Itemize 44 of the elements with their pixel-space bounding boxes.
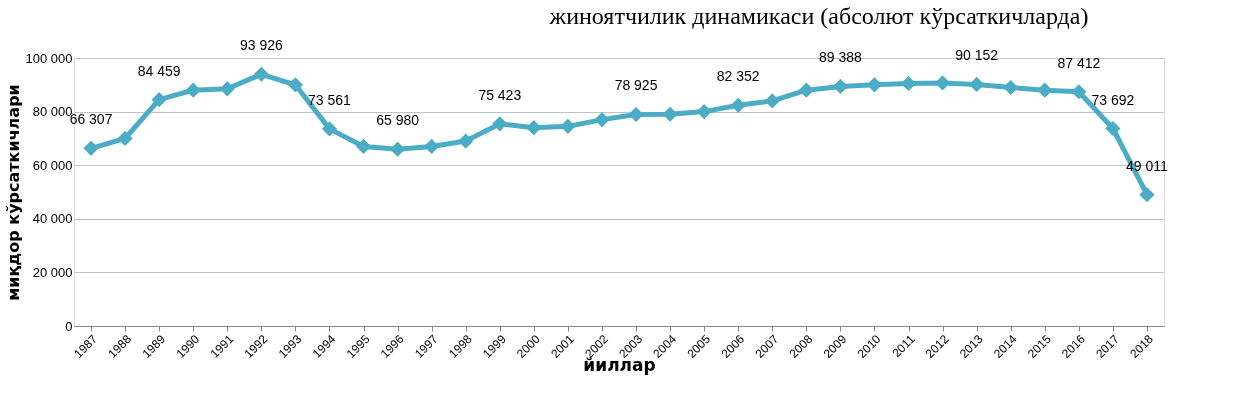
point — [219, 81, 235, 97]
data-label: 65 980 — [376, 112, 420, 129]
data-label: 89 388 — [818, 49, 863, 66]
point — [662, 106, 678, 122]
data-label: 90 152 — [955, 47, 999, 64]
point — [424, 138, 440, 155]
point — [832, 78, 848, 95]
y-tick-label: 40 000 — [32, 211, 73, 227]
point — [764, 93, 780, 109]
point — [253, 66, 269, 82]
point — [1003, 79, 1019, 96]
y-tick-label: 0 — [65, 318, 73, 334]
point — [321, 121, 338, 137]
point — [969, 76, 985, 92]
point — [798, 82, 814, 98]
point — [151, 92, 167, 108]
point — [458, 133, 474, 149]
point — [355, 138, 372, 155]
point — [730, 97, 746, 113]
data-label: 73 561 — [308, 91, 352, 108]
point — [696, 104, 712, 120]
data-label: 84 459 — [137, 62, 181, 79]
point — [390, 141, 406, 157]
y-tick-label: 60 000 — [32, 157, 73, 173]
data-label: 78 925 — [614, 77, 658, 94]
point — [83, 140, 99, 156]
y-tick-label: 20 000 — [32, 264, 73, 280]
point — [594, 112, 610, 128]
y-tick-label: 100 000 — [25, 50, 73, 66]
data-label: 82 352 — [716, 68, 760, 85]
data-label: 87 412 — [1057, 54, 1101, 71]
data-label: 75 423 — [478, 86, 522, 103]
point — [1139, 187, 1155, 203]
chart-title: жиноятчилик динамикаси (абсолют кўрсаткичларда) — [548, 3, 1089, 30]
y-axis-title: миқдор кўрсаткичлари — [3, 84, 23, 301]
point — [287, 77, 303, 93]
point — [185, 82, 201, 98]
point — [560, 118, 576, 134]
point — [492, 116, 508, 132]
data-label: 73 692 — [1091, 91, 1135, 108]
point — [117, 130, 133, 146]
point — [1105, 120, 1121, 137]
point — [1071, 84, 1087, 100]
data-label: 93 926 — [239, 37, 283, 54]
